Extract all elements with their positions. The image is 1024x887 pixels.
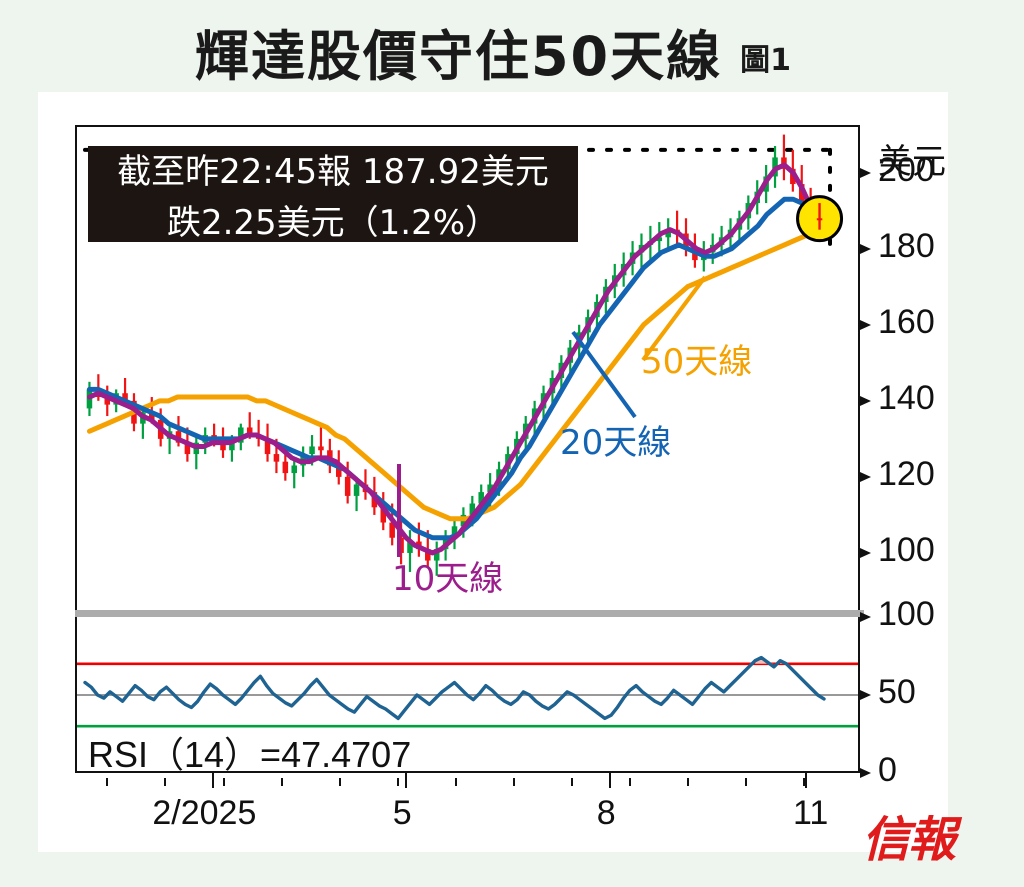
x-axis-minor-tick xyxy=(280,778,283,786)
price-pane xyxy=(77,127,858,610)
legend-label-ma10: 10天線 xyxy=(392,559,504,599)
x-axis-tick: 5 xyxy=(392,794,412,832)
price-plot xyxy=(83,134,844,576)
callout-line-2: 跌2.25美元（1.2%） xyxy=(166,203,500,243)
price-callout: 截至昨22:45報 187.92美元 跌2.25美元（1.2%） xyxy=(88,146,578,243)
y-axis-tick: 120 xyxy=(878,454,935,493)
x-axis-minor-tick xyxy=(513,778,516,786)
x-axis-minor-tick xyxy=(164,778,167,786)
x-axis-tick: 11 xyxy=(793,794,829,832)
rsi-axis-tick: 100 xyxy=(878,595,935,633)
x-axis-tick-mark xyxy=(404,772,407,788)
x-axis-minor-tick xyxy=(571,778,574,786)
y-axis-tick-mark xyxy=(860,319,871,330)
x-axis-minor-tick xyxy=(106,778,109,786)
legend-label-ma20: 20天線 xyxy=(560,423,672,463)
rsi-plot xyxy=(77,655,858,728)
x-axis-tick-mark xyxy=(805,772,808,788)
y-axis-tick: 140 xyxy=(878,378,935,417)
page-title: 輝達股價守住50天線 xyxy=(194,25,723,88)
x-axis-tick-mark xyxy=(212,772,215,788)
y-axis-tick: 180 xyxy=(878,226,935,265)
y-axis-tick-mark xyxy=(860,471,871,482)
rsi-pane xyxy=(77,617,858,773)
rsi-axis-tick-mark xyxy=(860,690,871,700)
callout-line-1: 截至昨22:45報 187.92美元 xyxy=(117,152,549,192)
y-axis-tick-mark xyxy=(860,547,871,558)
x-axis-tick: 8 xyxy=(596,794,616,832)
rsi-axis-tick: 50 xyxy=(878,673,916,711)
y-axis-tick: 160 xyxy=(878,302,935,341)
x-axis-minor-tick xyxy=(396,778,399,786)
publisher-logo: 信報 xyxy=(862,812,956,868)
rsi-axis-tick-mark xyxy=(860,768,871,778)
x-axis-minor-tick xyxy=(454,778,457,786)
pane-separator xyxy=(75,610,864,617)
rsi-readout: RSI（14）=47.4707 xyxy=(88,734,412,775)
x-axis-ticks: 2/2025 5 8 11 xyxy=(75,772,865,836)
x-axis-minor-tick xyxy=(629,778,632,786)
x-axis-minor-tick xyxy=(222,778,225,786)
x-axis-tick: 2/2025 xyxy=(152,794,257,832)
x-axis-tick-mark xyxy=(608,772,611,788)
y-axis-unit: 美元 xyxy=(878,142,946,182)
figure-label: 圖1 xyxy=(740,43,792,78)
y-axis-tick: 100 xyxy=(878,530,935,569)
x-axis-minor-tick xyxy=(338,778,341,786)
x-axis-minor-tick xyxy=(687,778,690,786)
rsi-axis-tick: 0 xyxy=(878,751,897,789)
x-axis-minor-tick xyxy=(745,778,748,786)
y-axis-tick-mark xyxy=(860,167,871,178)
page-title-row: 輝達股價守住50天線 圖1 xyxy=(38,22,948,92)
legend-label-ma50: 50天線 xyxy=(641,342,753,382)
y-axis-tick-mark xyxy=(860,395,871,406)
y-axis-tick: 200 xyxy=(878,150,935,189)
rsi-axis-tick-mark xyxy=(860,612,871,622)
y-axis-tick-mark xyxy=(860,243,871,254)
x-axis-minor-tick xyxy=(803,778,806,786)
